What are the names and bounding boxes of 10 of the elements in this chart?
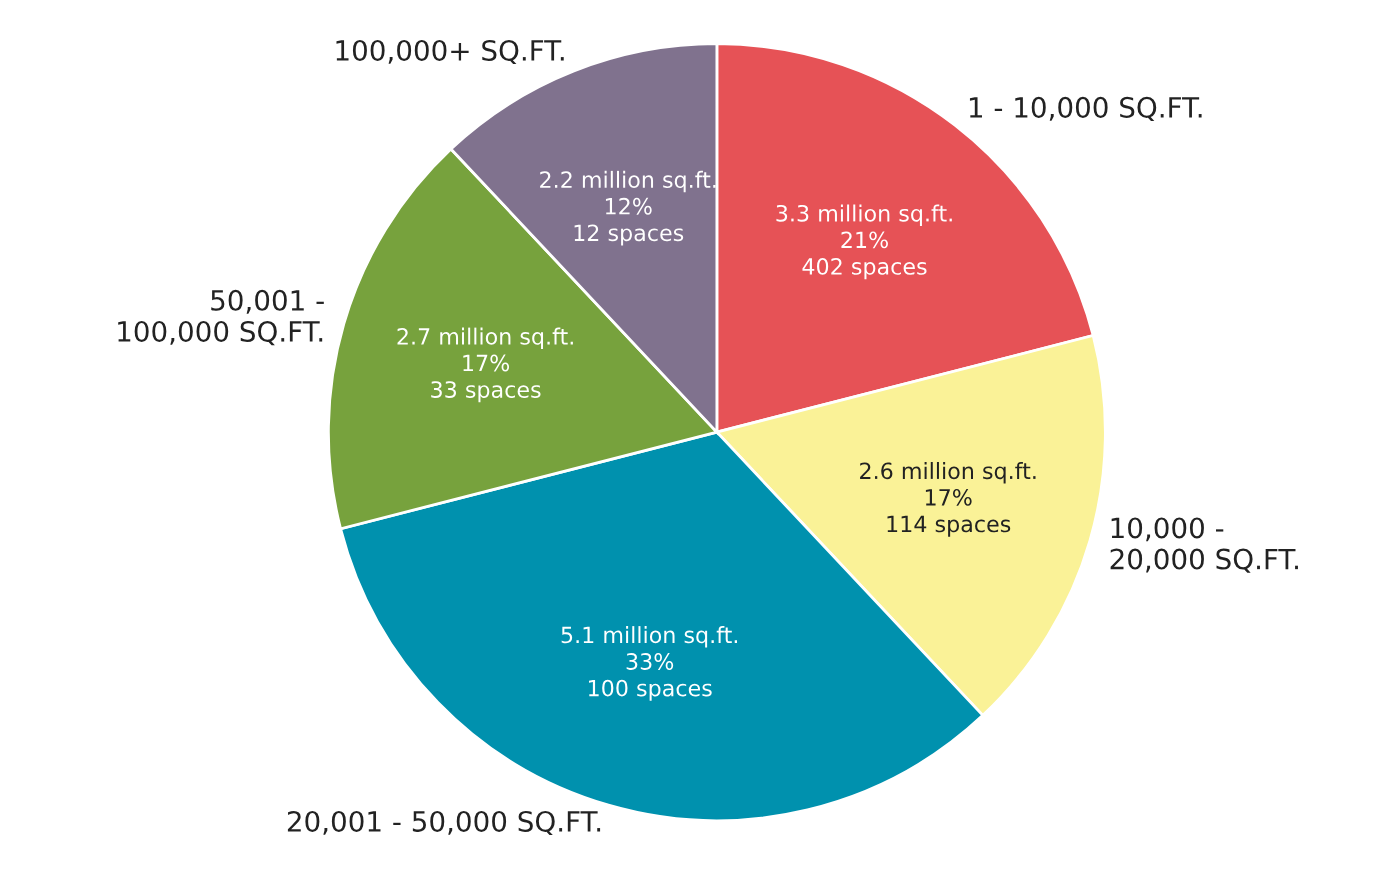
data-label: 2.7 million sq.ft. 17% 33 spaces xyxy=(397,327,573,403)
slice-label: 1 - 10,000 SQ.FT. xyxy=(969,96,1202,122)
data-label: 5.1 million sq.ft. 33% 100 spaces xyxy=(561,626,738,701)
data-label: 2.2 million sq.ft. 12% 12 spaces xyxy=(540,170,716,246)
data-label: 3.3 million sq.ft. 21% 402 spaces xyxy=(776,204,952,280)
slice-label: 20,001 - 50,000 SQ.FT. xyxy=(287,810,601,836)
slice-label: 100,000+ SQ.FT. xyxy=(336,39,564,65)
data-label: 2.6 million sq.ft. 17% 114 spaces xyxy=(860,462,1036,537)
slice-label: 50,001 - 100,000 SQ.FT. xyxy=(118,289,324,346)
slice-label: 10,000 - 20,000 SQ.FT. xyxy=(1110,517,1298,573)
